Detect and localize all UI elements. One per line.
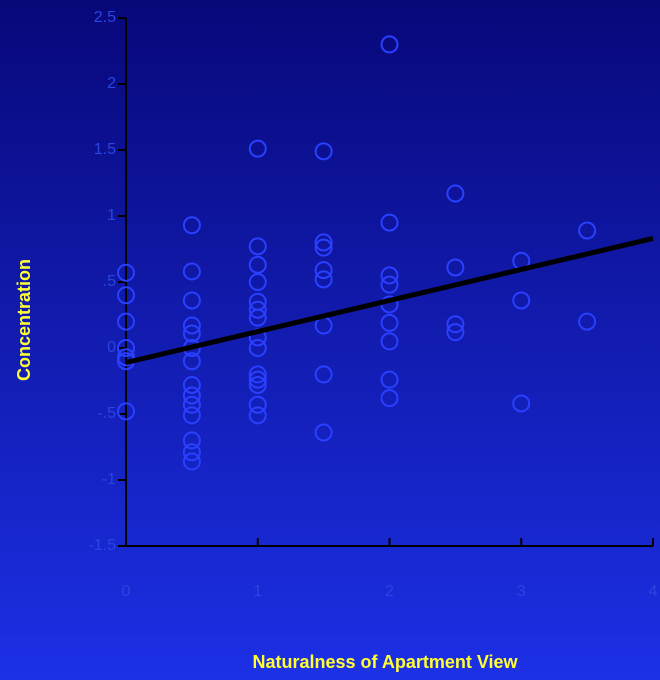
scatter-point [182,316,201,335]
y-tick-label: -1 [102,471,116,488]
scatter-point [314,365,333,384]
scatter-point [248,300,267,319]
scatter-point [314,142,333,161]
scatter-point [182,262,201,281]
scatter-point [446,184,465,203]
y-tick-label: -.5 [97,405,116,422]
scatter-point [248,395,267,414]
scatter-point [380,213,399,232]
scatter-point [380,275,399,294]
scatter-point [380,332,399,351]
scatter-point [446,323,465,342]
scatter-point [380,266,399,285]
scatter-point [512,291,531,310]
scatter-point [248,375,267,394]
x-tick-label: 0 [122,583,131,600]
scatter-point [314,233,333,252]
scatter-point [314,270,333,289]
x-tick-label: 1 [253,583,262,600]
scatter-point [182,324,201,343]
scatter-point [578,221,597,240]
x-axis-title: Naturalness of Apartment View [252,652,518,672]
y-tick-label: 2 [107,75,116,92]
scatter-point [182,452,201,471]
scatter-point [314,261,333,280]
y-tick-label: .5 [103,273,116,290]
scatter-point [182,375,201,394]
scatter-point [446,258,465,277]
scatter-point [314,423,333,442]
scatter-point [248,139,267,158]
scatter-point [248,273,267,291]
regression-line [125,236,654,365]
x-tick-label: 2 [385,583,394,600]
y-axis-title: Concentration [14,259,34,381]
scatter-point [248,255,267,274]
scatter-point [248,406,267,425]
scatter-point [248,370,267,389]
scatter-point [117,339,135,357]
scatter-point [182,406,201,425]
scatter-point [182,216,201,235]
scatter-point [512,394,531,413]
scatter-point [182,386,201,405]
scatter-point [182,431,201,450]
scatter-point [117,312,135,331]
scatter-point [248,237,267,256]
scatter-point [314,238,333,257]
scatter-point [578,312,597,331]
scatter-point [248,339,267,357]
scatter-point [182,291,201,310]
scatter-point [380,389,399,408]
scatter-point [182,395,201,414]
y-tick-label: 2.5 [94,9,116,26]
x-tick-label: 3 [517,583,526,600]
y-tick-label: -1.5 [88,537,116,554]
x-tick-label: 4 [649,583,658,600]
scatter-point [117,263,135,282]
scatter-point [380,313,399,332]
scatter-point [380,370,399,389]
y-tick-label: 1.5 [94,141,116,158]
y-tick-label: 0 [107,339,116,356]
scatter-point [446,315,465,334]
scatter-point [117,286,135,305]
scatter-point [182,352,201,371]
scatter-point [117,402,135,421]
scatter-point [248,365,267,384]
y-tick-label: 1 [107,207,116,224]
scatter-point [380,35,399,54]
scatter-point [248,308,267,327]
scatter-point [182,443,201,462]
